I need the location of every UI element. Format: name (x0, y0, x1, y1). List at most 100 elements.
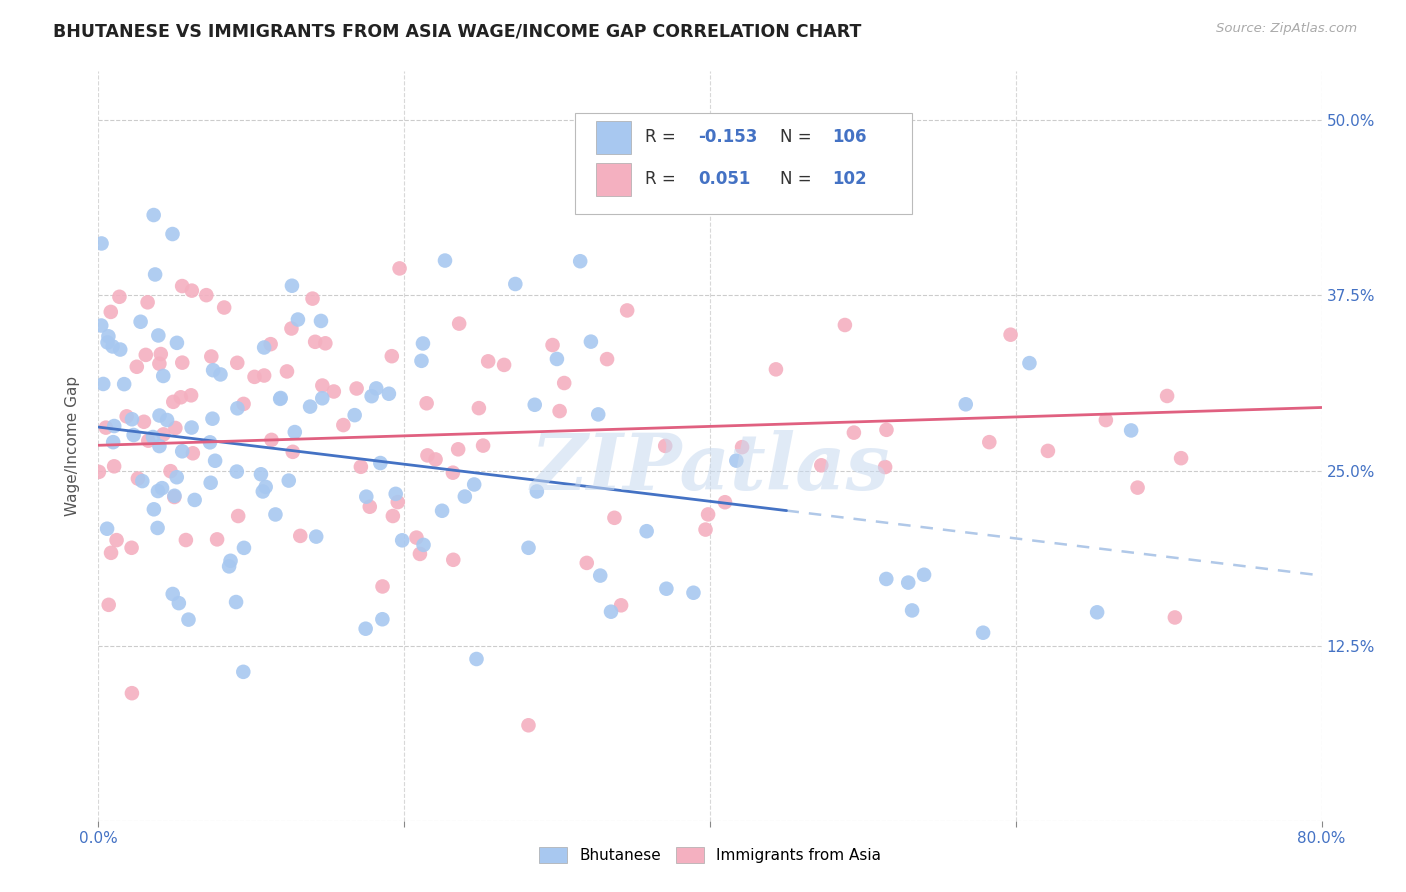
Legend: Bhutanese, Immigrants from Asia: Bhutanese, Immigrants from Asia (533, 841, 887, 869)
Point (695, 523, 717, 537)
Point (371, 579, 394, 593)
Point (172, 279, 194, 293)
Point (253, 341, 276, 355)
Point (834, 318, 856, 332)
Point (359, 500, 381, 514)
Point (218, 559, 240, 574)
Point (875, 460, 897, 475)
Point (682, 586, 704, 600)
Point (548, 404, 571, 418)
Point (136, 295, 159, 310)
Point (101, 435, 124, 450)
Point (127, 471, 149, 485)
Point (579, 334, 602, 349)
Point (269, 392, 291, 406)
Point (166, 335, 188, 350)
Point (254, 480, 277, 494)
Point (425, 452, 447, 467)
Point (411, 354, 433, 368)
Point (165, 421, 187, 435)
Point (100, 305, 122, 319)
Point (94, 420, 117, 434)
Text: R =: R = (645, 128, 681, 146)
Point (654, 439, 676, 453)
Point (260, 433, 283, 447)
Point (596, 352, 619, 367)
Point (142, 208, 165, 222)
Point (129, 315, 152, 329)
Point (523, 398, 546, 412)
Point (97, 329, 120, 343)
Point (174, 533, 197, 547)
Point (281, 445, 304, 459)
Point (163, 490, 186, 504)
Text: BHUTANESE VS IMMIGRANTS FROM ASIA WAGE/INCOME GAP CORRELATION CHART: BHUTANESE VS IMMIGRANTS FROM ASIA WAGE/I… (53, 22, 862, 40)
Point (955, 397, 977, 411)
Text: R =: R = (645, 170, 681, 188)
Point (1018, 356, 1040, 370)
Point (350, 459, 373, 474)
Point (346, 382, 368, 396)
Point (148, 439, 170, 453)
Point (180, 420, 202, 434)
Point (150, 481, 173, 495)
Point (311, 392, 333, 406)
Y-axis label: Wage/Income Gap: Wage/Income Gap (65, 376, 80, 516)
FancyBboxPatch shape (596, 163, 630, 196)
Point (212, 301, 235, 315)
Point (600, 605, 623, 619)
Point (204, 454, 226, 468)
Point (131, 474, 153, 488)
Point (281, 278, 304, 293)
Point (103, 419, 125, 434)
Point (226, 401, 249, 416)
Point (381, 508, 404, 523)
Point (447, 442, 470, 457)
Point (655, 195, 678, 210)
Point (97, 598, 120, 612)
Point (465, 652, 488, 666)
Point (441, 466, 464, 480)
Point (569, 254, 592, 268)
Point (143, 268, 166, 282)
Point (1085, 605, 1108, 619)
Point (1156, 389, 1178, 403)
Point (901, 603, 924, 617)
Point (252, 484, 274, 499)
Point (301, 292, 323, 306)
Point (142, 430, 165, 444)
Point (232, 397, 254, 411)
Point (277, 474, 299, 488)
Point (360, 389, 382, 403)
Point (616, 303, 638, 318)
Point (589, 568, 612, 582)
Point (101, 339, 124, 353)
Point (105, 533, 128, 548)
Text: ZIPatlas: ZIPatlas (530, 430, 890, 507)
Point (731, 440, 754, 454)
Point (172, 356, 194, 370)
Point (110, 343, 132, 357)
Point (655, 582, 678, 596)
Point (575, 556, 598, 570)
Point (200, 350, 222, 364)
Point (897, 575, 920, 590)
Point (183, 492, 205, 507)
Point (167, 596, 190, 610)
Point (148, 357, 170, 371)
Point (159, 464, 181, 478)
Point (250, 467, 273, 482)
Point (388, 261, 411, 276)
FancyBboxPatch shape (596, 120, 630, 153)
Point (142, 502, 165, 516)
Point (463, 477, 485, 491)
Point (91, 376, 114, 391)
Point (180, 388, 202, 402)
Point (714, 495, 737, 509)
Point (87, 465, 110, 479)
Point (842, 425, 865, 440)
Point (309, 314, 332, 328)
Point (517, 718, 540, 732)
Point (264, 508, 287, 522)
Point (219, 554, 242, 568)
